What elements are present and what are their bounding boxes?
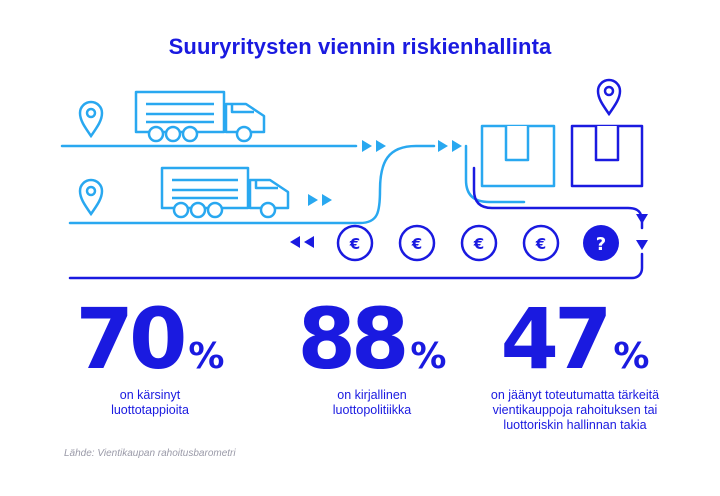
stat-value: 70 (75, 290, 188, 388)
euro-symbol: € (411, 235, 422, 253)
question-coin-icon: ? (583, 225, 619, 261)
stat-block: 70% on kärsinyt luottotappioita (60, 296, 240, 418)
euro-coin-icon: € (522, 224, 560, 262)
stat-caption: on kärsinyt luottotappioita (111, 388, 189, 417)
euro-symbol: € (349, 235, 360, 253)
connector-line (464, 144, 526, 204)
stat-figure: 70% (60, 296, 240, 382)
stat-block: 88% on kirjallinen luottopolitiikka (282, 296, 462, 418)
arrow-triangle-icon (308, 140, 462, 206)
stat-unit: % (188, 336, 225, 377)
stat-figure: 47% (470, 296, 680, 382)
return-line-bottom (68, 252, 644, 280)
location-pin-icon (596, 78, 622, 117)
euro-symbol: € (473, 235, 484, 253)
source-note: Lähde: Vientikaupan rahoitusbarometri (64, 448, 236, 459)
stat-caption: on kirjallinen luottopolitiikka (332, 388, 412, 417)
export-flow-illustration: € € € € ? (60, 78, 648, 280)
package-box-icon (480, 124, 556, 188)
location-pin-icon (78, 178, 104, 217)
stat-block: 47% on jäänyt toteutumatta tärkeitä vien… (470, 296, 680, 433)
euro-coin-icon: € (460, 224, 498, 262)
stat-caption: on jäänyt toteutumatta tärkeitä vientika… (490, 388, 660, 432)
location-pin-icon (78, 100, 104, 139)
arrow-triangle-icon (290, 214, 648, 250)
euro-symbol: € (535, 235, 546, 253)
stat-unit: % (613, 336, 650, 377)
truck-icon (134, 90, 266, 143)
stat-value: 47 (500, 290, 613, 388)
stat-unit: % (410, 336, 447, 377)
lower-flow-line (68, 144, 436, 225)
stat-figure: 88% (282, 296, 462, 382)
truck-icon (160, 166, 290, 219)
stat-value: 88 (297, 290, 410, 388)
euro-coin-icon: € (398, 224, 436, 262)
flow-lines (60, 144, 526, 225)
question-symbol: ? (596, 234, 606, 255)
euro-coin-icon: € (336, 224, 374, 262)
package-box-icon (570, 124, 644, 188)
page-title: Suuryritysten viennin riskienhallinta (168, 34, 552, 59)
